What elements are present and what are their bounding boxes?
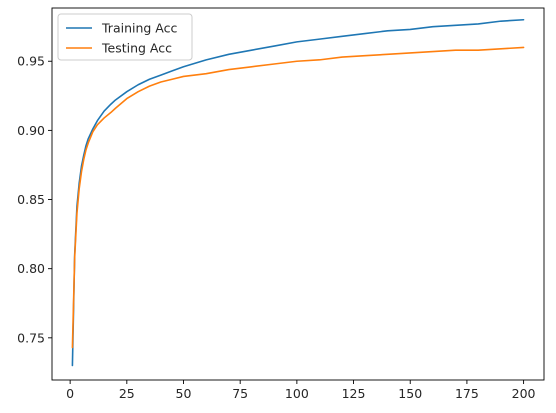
legend-label: Training Acc [101,21,177,36]
y-tick-label: 0.80 [17,261,45,276]
y-tick-label: 0.85 [17,192,45,207]
y-tick-label: 0.75 [17,330,45,345]
axes-frame [51,7,545,381]
x-tick-label: 25 [119,386,135,401]
legend: Training Acc Testing Acc [57,13,193,61]
legend-label: Testing Acc [101,41,172,56]
x-tick-label: 150 [398,386,422,401]
x-tick-label: 50 [176,386,192,401]
plot-area [52,8,544,380]
x-tick-label: 75 [232,386,248,401]
x-tick-label: 100 [285,386,309,401]
x-tick-label: 175 [455,386,479,401]
x-tick-label: 125 [342,386,366,401]
y-axis-ticks: 0.75 0.80 0.85 0.90 0.95 [17,54,52,345]
x-tick-label: 0 [66,386,74,401]
y-tick-label: 0.90 [17,123,45,138]
series-line-testing-acc [71,46,525,349]
series-layer [71,18,525,367]
plot-background [52,8,544,380]
x-tick-label: 200 [512,386,536,401]
axes [51,7,545,381]
x-axis-ticks: 0 25 50 75 100 125 150 175 200 [66,380,536,401]
y-tick-label: 0.95 [17,54,45,69]
series-line-training-acc [71,18,525,367]
